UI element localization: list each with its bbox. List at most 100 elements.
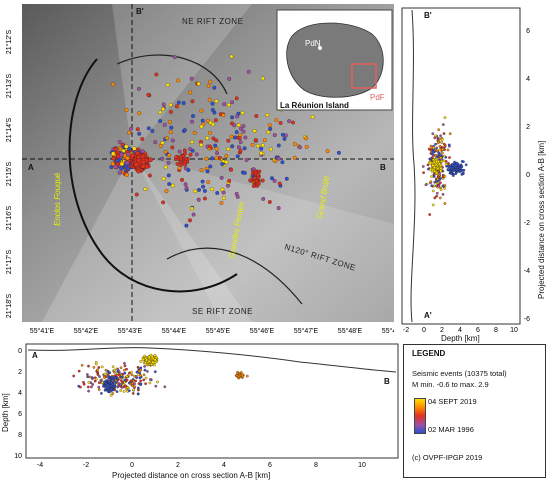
event-dot — [128, 371, 131, 375]
event-dot — [226, 138, 231, 143]
event-dot — [176, 78, 181, 83]
event-dot — [77, 369, 81, 373]
event-dot — [103, 372, 107, 376]
bottom-ylabel: Depth [km] — [1, 393, 10, 432]
event-dot — [188, 218, 192, 223]
lon-axis: 55°41'E 55°42'E 55°43'E 55°44'E 55°45'E 55°46… — [30, 327, 394, 335]
event-dot — [429, 180, 433, 184]
event-dot — [190, 140, 195, 144]
event-dot — [455, 162, 459, 166]
inset-pdn-label: PdN — [305, 39, 321, 48]
event-dot — [435, 191, 439, 195]
event-dot — [170, 138, 175, 143]
lat-tick-label: 21°13'S — [5, 73, 13, 98]
event-dot — [268, 147, 273, 152]
ne-rift-label: NE RIFT ZONE — [182, 17, 243, 26]
event-dot — [153, 370, 157, 374]
event-dot — [161, 176, 166, 181]
event-dot — [238, 148, 243, 153]
event-dot — [439, 169, 443, 173]
event-dot — [213, 118, 218, 123]
point-a-label: A — [28, 163, 34, 172]
event-dot — [150, 362, 153, 366]
event-dot — [192, 130, 197, 135]
event-dot — [106, 369, 110, 373]
event-dot — [206, 118, 210, 123]
event-dot — [104, 384, 108, 388]
event-dot — [224, 160, 229, 165]
event-dot — [176, 100, 181, 105]
event-dot — [125, 378, 129, 382]
map-svg: NE RIFT ZONE SE RIFT ZONE N120° RIFT ZON… — [22, 4, 394, 322]
bottom-x-tick: 0 — [130, 462, 134, 469]
event-dot — [255, 143, 260, 148]
event-dot — [304, 136, 309, 141]
event-dot — [201, 184, 206, 189]
event-dot — [261, 196, 266, 201]
event-dot — [191, 114, 195, 119]
event-dot — [194, 152, 199, 157]
right-xlabel: Depth [km] — [441, 334, 480, 343]
bottom-xlabel: Projected distance on cross section A-B … — [112, 471, 270, 480]
event-dot — [104, 381, 107, 385]
event-dot — [134, 375, 138, 378]
event-dot — [280, 160, 285, 165]
right-topography — [410, 9, 416, 323]
event-dot — [140, 159, 146, 165]
event-dot — [197, 187, 201, 192]
bottom-x-tick: 2 — [176, 462, 180, 469]
event-dot — [235, 374, 239, 377]
bottom-x-tick: 4 — [222, 462, 226, 469]
event-dot — [454, 172, 458, 176]
event-dot — [241, 129, 246, 134]
event-dot — [436, 167, 440, 171]
event-dot — [436, 141, 440, 145]
event-dot — [224, 154, 229, 159]
event-dot — [161, 107, 166, 111]
event-dot — [188, 152, 193, 157]
event-dot — [147, 173, 152, 178]
event-dot — [175, 161, 180, 166]
event-dot — [137, 370, 141, 373]
event-dot — [107, 375, 111, 379]
event-dot — [117, 383, 120, 387]
event-dot — [433, 136, 437, 140]
event-dot — [437, 152, 441, 156]
inset-pdn-marker — [318, 46, 322, 50]
event-dot — [274, 118, 279, 123]
lon-tick-label: 55°42'E — [74, 327, 99, 335]
event-dot — [426, 163, 430, 167]
right-x-tick: 4 — [458, 327, 462, 334]
event-dot — [282, 136, 287, 141]
event-dot — [219, 201, 224, 205]
event-dot — [248, 178, 253, 183]
event-dot — [127, 130, 132, 135]
event-dot — [200, 179, 205, 184]
event-dot — [442, 142, 446, 146]
event-dot — [256, 181, 261, 186]
event-dot — [428, 213, 432, 216]
event-dot — [291, 120, 295, 125]
bottom-y-tick: 8 — [18, 432, 22, 439]
event-dot — [427, 167, 430, 171]
event-dot — [174, 155, 179, 159]
right-y-ticks: 6 4 2 0 -2 -4 -6 — [524, 28, 530, 323]
event-dot — [243, 135, 248, 140]
event-dot — [245, 374, 249, 378]
event-dot — [90, 385, 93, 389]
event-dot — [438, 137, 442, 141]
event-dot — [276, 206, 281, 211]
event-dot — [154, 384, 158, 388]
event-dot — [446, 148, 450, 152]
event-dot — [199, 142, 204, 147]
bottom-section-svg: 0 2 4 6 8 10 -4 -2 0 2 4 6 8 10 A B Projected distan… — [1, 343, 399, 480]
event-dot — [160, 156, 165, 161]
event-dot — [172, 55, 177, 60]
event-dot — [439, 154, 443, 157]
event-dot — [229, 167, 234, 172]
event-dot — [268, 126, 273, 131]
right-x-ticks: -2 0 2 4 6 8 10 — [403, 327, 518, 334]
event-dot — [336, 150, 341, 155]
event-dot — [145, 358, 149, 362]
event-dot — [91, 383, 95, 386]
